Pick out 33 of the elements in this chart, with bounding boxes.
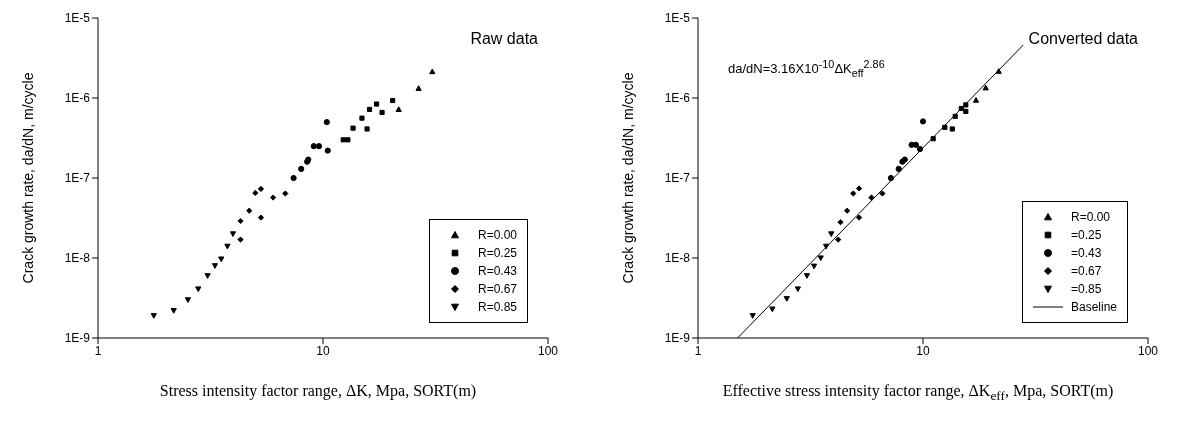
legend-label: R=0.67 (477, 282, 517, 296)
y-tick-label: 1E-8 (64, 251, 91, 266)
legend-label: =0.25 (1070, 228, 1102, 242)
legend-label: =0.43 (1070, 246, 1102, 260)
legend-label: Baseline (1070, 300, 1117, 314)
legend-label: R=0.25 (477, 246, 517, 260)
y-tick-label: 1E-5 (664, 11, 691, 26)
x-tick-label: 10 (316, 343, 330, 358)
y-tick-label: 1E-9 (664, 331, 691, 346)
x-tick-label: 100 (1137, 343, 1159, 358)
x-tick-label: 100 (537, 343, 559, 358)
annotation: Converted data (1028, 30, 1138, 48)
annotation: Raw data (469, 30, 538, 48)
y-tick-label: 1E-6 (64, 91, 91, 106)
x-tick-label: 1 (94, 343, 102, 358)
legend-label: R=0.00 (477, 228, 517, 242)
x-axis-title: Stress intensity factor range, ΔK, Mpa, SORT(m) (158, 381, 478, 400)
y-tick-label: 1E-9 (64, 331, 91, 346)
y-tick-label: 1E-5 (64, 11, 91, 26)
y-axis-title: Crack growth rate, da/dN, m/cycle (19, 72, 36, 284)
y-axis-title: Crack growth rate, da/dN, m/cycle (619, 72, 636, 284)
x-tick-label: 10 (916, 343, 930, 358)
y-tick-label: 1E-6 (664, 91, 691, 106)
y-tick-label: 1E-7 (664, 171, 691, 186)
legend-label: =0.67 (1070, 264, 1102, 278)
legend-label: R=0.43 (477, 264, 517, 278)
y-tick-label: 1E-8 (664, 251, 691, 266)
legend-label: R=0.00 (1070, 210, 1110, 224)
x-axis-title: Effective stress intensity factor range, ΔK$_{eff}$, Mpa, SORT(m) (721, 381, 1115, 405)
legend-label: R=0.85 (477, 300, 517, 314)
x-tick-label: 1 (694, 343, 702, 358)
y-tick-label: 1E-7 (64, 171, 91, 186)
legend-label: =0.85 (1070, 282, 1102, 296)
